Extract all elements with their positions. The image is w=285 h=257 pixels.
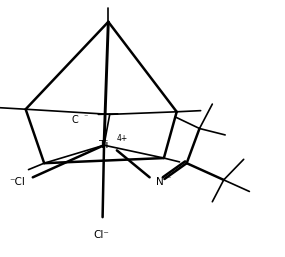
Text: ⁻: ⁻: [83, 112, 88, 122]
Text: Ti: Ti: [99, 140, 109, 150]
Text: ⁻: ⁻: [166, 174, 170, 183]
Text: N: N: [156, 178, 164, 187]
Text: 4+: 4+: [117, 134, 128, 143]
Text: ⁻Cl: ⁻Cl: [9, 178, 25, 187]
Text: C: C: [72, 115, 78, 124]
Text: Cl⁻: Cl⁻: [93, 230, 109, 240]
